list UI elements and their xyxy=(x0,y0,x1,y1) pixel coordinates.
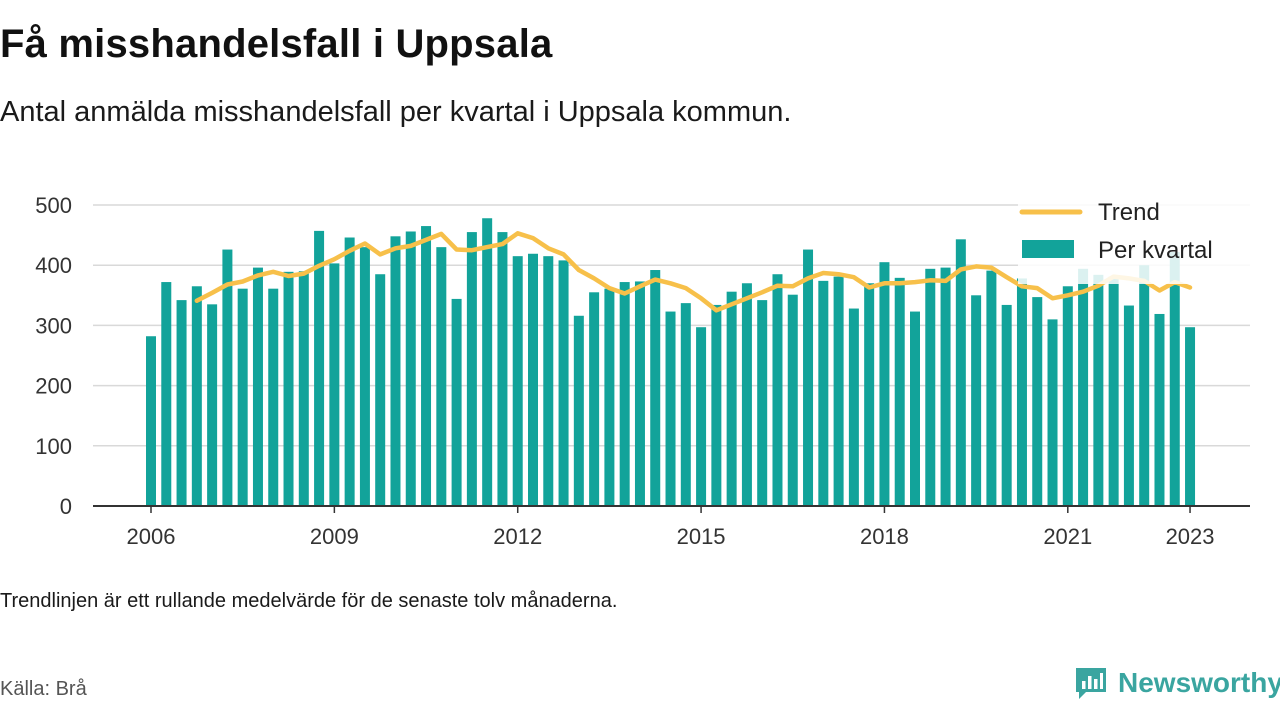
bar xyxy=(1001,304,1012,506)
bar xyxy=(482,218,493,506)
source-credit: Källa: Brå xyxy=(0,678,87,700)
bar xyxy=(543,256,554,506)
bar xyxy=(191,286,202,506)
newsworthy-logo-icon xyxy=(1076,668,1106,699)
y-tick-label: 300 xyxy=(35,313,72,338)
bar xyxy=(344,237,355,506)
bar xyxy=(1062,286,1073,506)
bar xyxy=(604,288,615,506)
bar xyxy=(1154,313,1165,506)
bar xyxy=(466,232,477,506)
legend: Trend Per kvartal xyxy=(1018,198,1250,284)
bar xyxy=(314,230,325,507)
bar xyxy=(1047,319,1058,506)
bar xyxy=(558,260,569,506)
trend-line-group xyxy=(194,231,1193,313)
footnote: Trendlinjen är ett rullande medelvärde f… xyxy=(0,590,618,612)
bar xyxy=(910,311,920,506)
bars xyxy=(146,218,1196,507)
bar xyxy=(207,304,218,506)
y-tick-label: 0 xyxy=(60,494,72,519)
bar xyxy=(589,292,600,506)
y-tick-label: 500 xyxy=(35,193,72,218)
bar xyxy=(436,247,447,506)
bar xyxy=(252,267,263,506)
bar xyxy=(757,300,768,506)
bar xyxy=(512,256,523,506)
brand-name: Newsworthy xyxy=(1118,667,1280,698)
bar xyxy=(528,253,538,506)
brand-logo[interactable]: Newsworthy xyxy=(1072,664,1280,702)
bar xyxy=(1032,297,1043,506)
bar xyxy=(1123,305,1134,506)
y-tick-label: 100 xyxy=(35,434,72,459)
bar xyxy=(619,282,630,506)
bar xyxy=(650,270,661,506)
bar xyxy=(451,298,462,506)
axes: 2006 2009 2012 2015 2018 2021 2023 xyxy=(93,505,1250,549)
bar xyxy=(680,303,691,506)
bar xyxy=(696,327,707,506)
bar xyxy=(772,274,783,506)
bar xyxy=(268,288,279,506)
x-tick-label: 2012 xyxy=(493,524,542,549)
legend-bar-label: Per kvartal xyxy=(1098,237,1213,264)
bar xyxy=(634,281,645,506)
bar xyxy=(421,226,432,506)
bar xyxy=(879,262,890,506)
bar xyxy=(329,263,340,506)
bar xyxy=(787,294,798,506)
bar xyxy=(573,315,584,506)
bar xyxy=(726,291,737,506)
bar-chart: 0 100 200 300 400 500 2006 2009 2012 2015 2018 202… xyxy=(35,193,1250,549)
bar xyxy=(971,295,982,506)
bar xyxy=(711,304,722,506)
bar xyxy=(283,271,294,506)
x-tick-label: 2006 xyxy=(127,524,176,549)
bar xyxy=(161,282,172,506)
bar xyxy=(1185,327,1196,506)
x-tick-label: 2021 xyxy=(1043,524,1092,549)
bar xyxy=(1016,278,1027,506)
y-tick-label: 400 xyxy=(35,253,72,278)
bar xyxy=(741,283,752,506)
x-tick-label: 2015 xyxy=(677,524,726,549)
bar xyxy=(955,239,966,506)
bar xyxy=(1169,251,1180,506)
bar xyxy=(176,300,187,506)
bar xyxy=(1139,265,1150,506)
bar xyxy=(146,336,156,506)
trend-line xyxy=(194,231,1193,313)
bar xyxy=(818,280,829,506)
legend-bar-swatch xyxy=(1022,240,1074,258)
bar xyxy=(665,311,676,506)
bar xyxy=(925,268,936,506)
bar xyxy=(986,270,997,506)
bar xyxy=(222,249,233,506)
x-tick-label: 2009 xyxy=(310,524,359,549)
bar xyxy=(833,276,844,506)
legend-trend-label: Trend xyxy=(1098,199,1160,226)
bar xyxy=(237,288,248,506)
bar xyxy=(894,277,905,506)
chart-title: Få misshandelsfall i Uppsala xyxy=(0,22,553,66)
bar xyxy=(497,232,508,506)
bar xyxy=(298,271,309,506)
bar xyxy=(940,267,951,506)
bar xyxy=(864,283,875,506)
chart-subtitle: Antal anmälda misshandelsfall per kvarta… xyxy=(0,96,792,128)
bar xyxy=(359,247,370,506)
bar xyxy=(405,231,416,506)
bar xyxy=(375,274,386,506)
bar xyxy=(848,308,859,506)
x-tick-label: 2018 xyxy=(860,524,909,549)
y-tick-label: 200 xyxy=(35,374,72,399)
x-tick-label: 2023 xyxy=(1166,524,1215,549)
bar xyxy=(803,249,814,506)
bar xyxy=(390,236,401,506)
bar xyxy=(1093,274,1104,506)
bar xyxy=(1078,268,1089,506)
bar xyxy=(1108,276,1119,506)
